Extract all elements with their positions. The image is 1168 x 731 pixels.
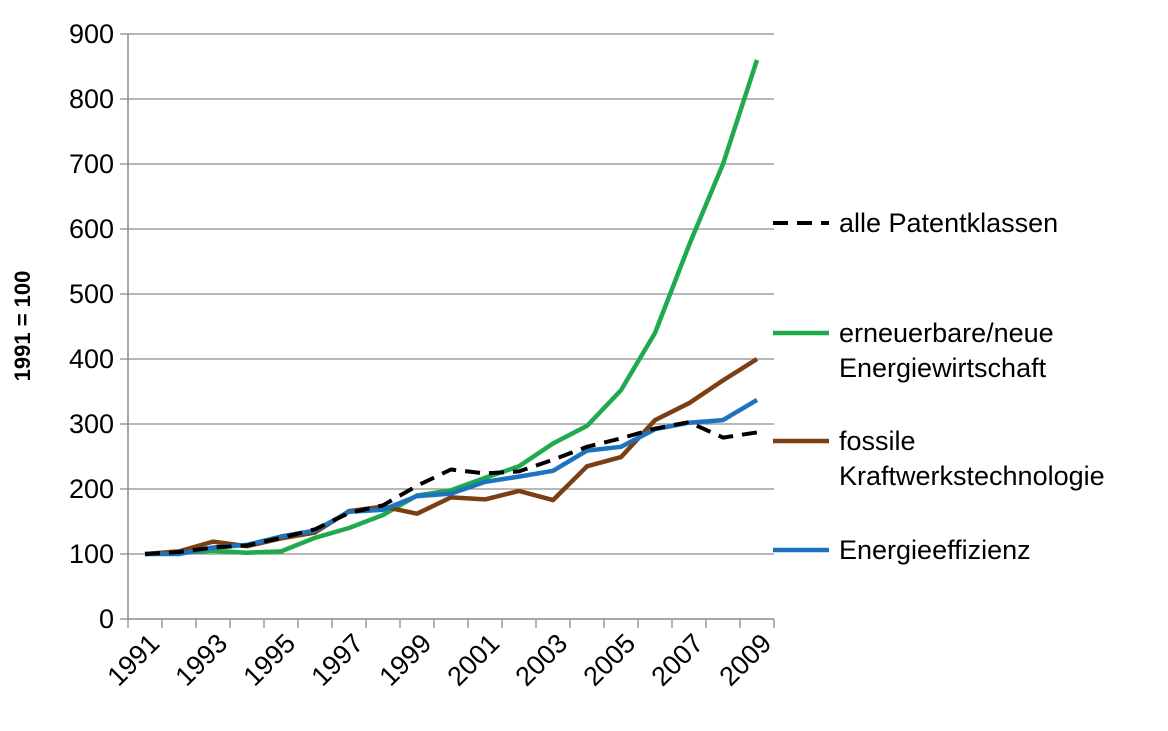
y-tick-label: 100 (69, 539, 114, 569)
x-tick-label: 1995 (238, 628, 302, 692)
y-tick-label: 700 (69, 149, 114, 179)
legend-label: Energiewirtschaft (839, 353, 1047, 383)
y-tick-label: 200 (69, 474, 114, 504)
y-tick-label: 0 (99, 604, 114, 634)
legend-label: Kraftwerkstechnologie (839, 461, 1105, 491)
y-tick-label: 600 (69, 214, 114, 244)
legend-label: Energieeffizienz (839, 535, 1031, 565)
legend-label: fossile (839, 426, 916, 456)
x-tick-label: 1993 (170, 628, 234, 692)
series-line-2 (144, 357, 759, 557)
y-tick-label: 300 (69, 409, 114, 439)
x-tick-label: 2009 (714, 628, 778, 692)
x-tick-label: 1991 (102, 628, 166, 692)
x-tick-label: 2005 (578, 628, 642, 692)
x-tick-label: 1997 (306, 628, 370, 692)
y-tick-label: 800 (69, 84, 114, 114)
axes (127, 34, 774, 620)
y-tick-label: 400 (69, 344, 114, 374)
legend-label: alle Patentklassen (839, 208, 1058, 238)
y-axis-ticks: 0 100 200 300 400 500 600 700 800 900 (69, 19, 128, 634)
x-tick-label: 2001 (442, 628, 506, 692)
legend-label: erneuerbare/neue (839, 318, 1054, 348)
x-tick-label: 1999 (374, 628, 438, 692)
series-lines (144, 59, 760, 557)
y-tick-label: 500 (69, 279, 114, 309)
series-line-0 (144, 420, 758, 556)
x-tick-label: 2003 (510, 628, 574, 692)
legend: alle Patentklassen erneuerbare/neue Energi… (773, 208, 1105, 565)
y-axis-title: 1991 = 100 (10, 271, 35, 382)
x-tick-label: 2007 (646, 628, 710, 692)
series-line-3 (145, 397, 759, 557)
series-line-1 (144, 59, 760, 557)
gridlines (128, 33, 774, 555)
x-axis-ticks: 1991 1993 1995 1997 1999 2001 2003 2005 2007 2009 (102, 619, 778, 692)
y-tick-label: 900 (69, 19, 114, 49)
